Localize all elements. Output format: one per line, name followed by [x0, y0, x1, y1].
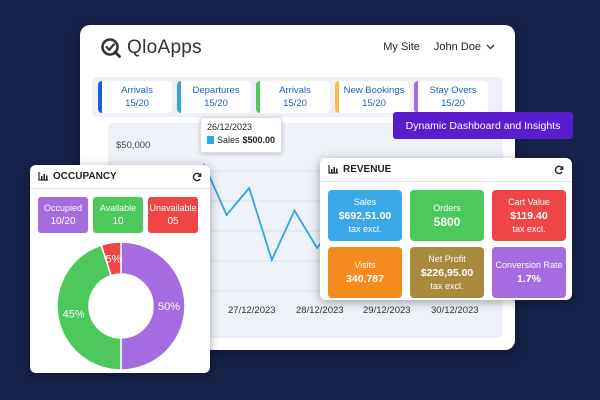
tooltip-value: $500.00 [242, 135, 275, 145]
card-label: Orders [433, 203, 461, 213]
card-sub: tax excl. [430, 281, 464, 291]
stat-label: Stay Overs [429, 85, 477, 96]
revenue-cards: Sales $692,51.00 tax excl. Orders 5800 C… [320, 182, 572, 306]
card-value: $692,51.00 [338, 210, 392, 222]
card-label: Conversion Rate [495, 260, 563, 270]
x-tick-label: 27/12/2023 [228, 305, 276, 316]
x-tick-label: 30/12/2023 [431, 305, 479, 316]
stats-row: Arrivals 15/20 Departures 15/20 Arrivals… [92, 77, 503, 117]
occupancy-panel: OCCUPANCY Occupied 10/20 Available 10 Un… [30, 165, 210, 373]
conversion-rate-card[interactable]: Conversion Rate 1.7% [492, 247, 566, 298]
occupancy-title: OCCUPANCY [53, 171, 117, 182]
card-label: Sales [353, 197, 377, 207]
chart-tooltip: 26/12/2023 Sales $500.00 [200, 117, 282, 153]
occupancy-header: OCCUPANCY [30, 165, 210, 189]
card-value: $226,95.00 [420, 267, 474, 279]
sales-card[interactable]: Sales $692,51.00 tax excl. [328, 190, 402, 241]
stat-card-arrivals-2[interactable]: Arrivals 15/20 [256, 81, 330, 113]
series-swatch [207, 136, 214, 144]
card-label: Visits [354, 260, 376, 270]
card-value: 10 [112, 216, 124, 227]
stat-value: 15/20 [125, 98, 149, 109]
tooltip-series: Sales [216, 135, 240, 145]
card-value: 10/20 [50, 216, 76, 227]
available-card[interactable]: Available 10 [93, 197, 143, 233]
refresh-icon[interactable] [192, 172, 202, 182]
bar-chart-icon [38, 172, 48, 181]
my-site-link[interactable]: My Site [383, 41, 420, 53]
stat-label: Departures [192, 85, 240, 96]
stat-label: Arrivals [121, 85, 153, 96]
card-label: Unavailable [149, 203, 197, 213]
qloapps-logo-icon [101, 38, 121, 58]
occupancy-donut-chart: 50% 45% 5% [56, 241, 186, 371]
unavailable-card[interactable]: Unavailable 05 [148, 197, 198, 233]
card-label: Cart Value [508, 197, 550, 207]
y-tick-label: $50,000 [116, 140, 151, 151]
stat-value: 15/20 [204, 98, 228, 109]
donut-slice-occupied[interactable] [120, 241, 186, 371]
cart-value-card[interactable]: Cart Value $119.40 tax excl. [492, 190, 566, 241]
stat-value: 15/20 [362, 98, 386, 109]
stat-value: 15/20 [441, 98, 465, 109]
revenue-title: REVENUE [343, 164, 392, 175]
user-menu[interactable]: John Doe [434, 41, 495, 53]
card-value: 1.7% [517, 273, 541, 285]
revenue-panel: REVENUE Sales $692,51.00 tax excl. Order… [320, 158, 572, 300]
stat-value: 15/20 [283, 98, 307, 109]
card-sub: tax excl. [348, 224, 382, 234]
refresh-icon[interactable] [554, 165, 564, 175]
donut-label: 5% [106, 254, 122, 266]
donut-slice-available[interactable] [56, 244, 122, 371]
card-value: 340,787 [346, 273, 384, 285]
chevron-down-icon [486, 44, 495, 50]
tooltip-date: 26/12/2023 [207, 122, 253, 132]
visits-card[interactable]: Visits 340,787 [328, 247, 402, 298]
dashboard-insights-banner: Dynamic Dashboard and Insights [393, 112, 573, 139]
card-value: $119.40 [510, 210, 548, 222]
bar-chart-icon [328, 165, 338, 174]
orders-card[interactable]: Orders 5800 [410, 190, 484, 241]
app-logo[interactable]: QloApps [100, 37, 202, 59]
card-label: Occupied [43, 203, 83, 213]
donut-label: 50% [158, 301, 180, 313]
card-label: Available [99, 203, 137, 213]
card-sub: tax excl. [512, 224, 546, 234]
card-value: 05 [167, 216, 179, 227]
donut-label: 45% [63, 309, 85, 321]
occupancy-cards: Occupied 10/20 Available 10 Unavailable … [30, 189, 210, 237]
stat-card-new-bookings[interactable]: New Bookings 15/20 [335, 81, 409, 113]
stat-card-stay-overs[interactable]: Stay Overs 15/20 [414, 81, 488, 113]
card-label: Net Profit [428, 254, 466, 264]
stat-card-departures[interactable]: Departures 15/20 [177, 81, 251, 113]
net-profit-card[interactable]: Net Profit $226,95.00 tax excl. [410, 247, 484, 298]
donut-slice-unavailable[interactable] [100, 241, 122, 277]
stat-card-arrivals[interactable]: Arrivals 15/20 [98, 81, 172, 113]
stat-label: New Bookings [343, 85, 405, 96]
tooltip-row: Sales $500.00 [207, 135, 275, 145]
user-name: John Doe [433, 41, 481, 53]
stat-label: Arrivals [279, 85, 311, 96]
logo-text: QloApps [127, 37, 202, 58]
x-tick-label: 29/12/2023 [363, 305, 411, 316]
card-value: 5800 [433, 215, 461, 229]
revenue-header: REVENUE [320, 158, 572, 182]
x-tick-label: 28/12/2023 [296, 305, 344, 316]
top-nav: My Site John Doe [383, 41, 495, 53]
occupied-card[interactable]: Occupied 10/20 [38, 197, 88, 233]
